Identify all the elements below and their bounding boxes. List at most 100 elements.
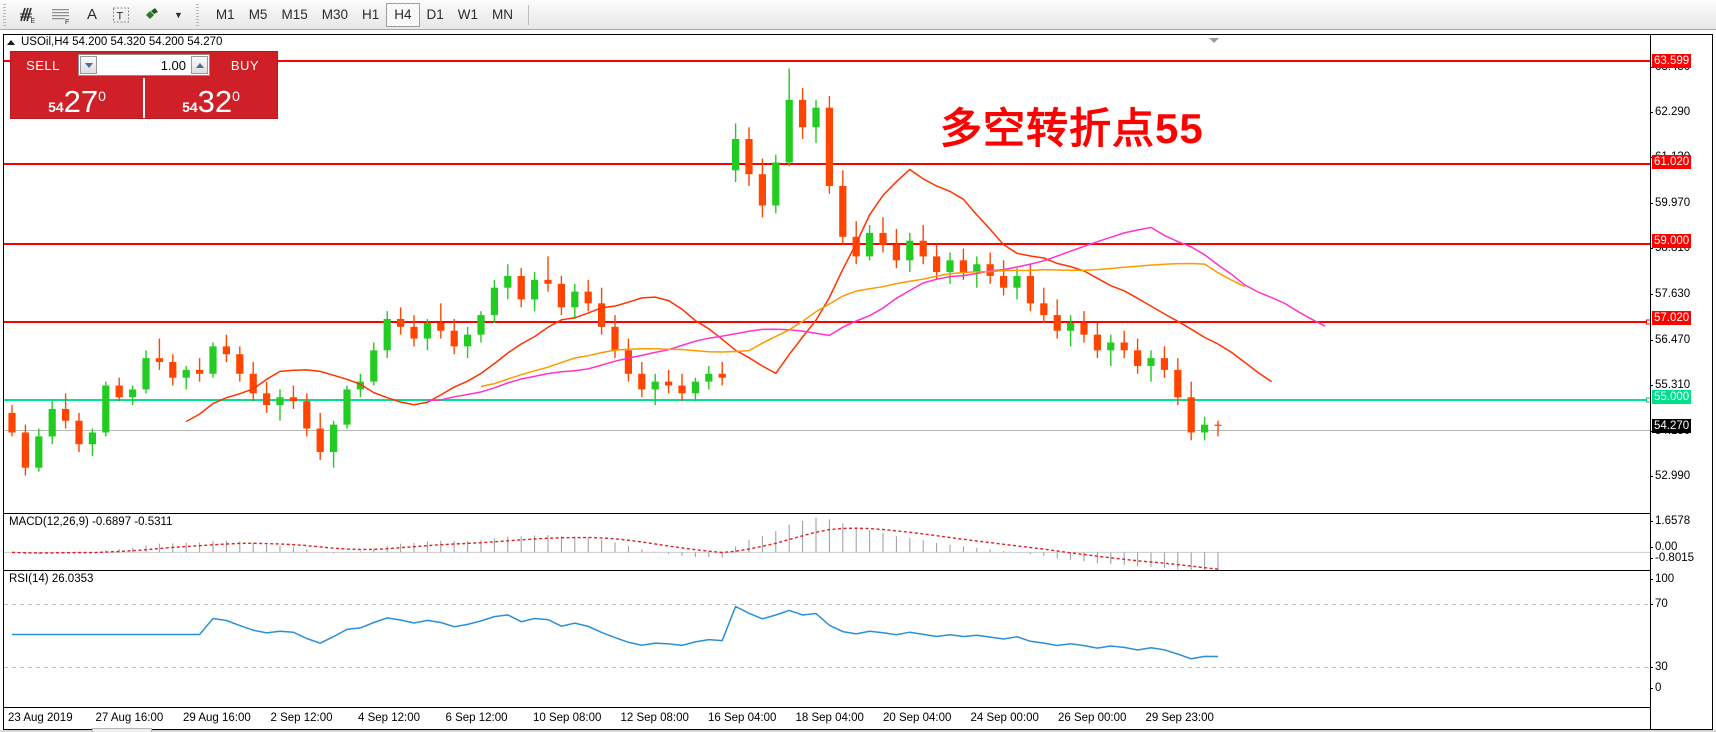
collapse-triangle-icon[interactable] bbox=[7, 39, 15, 45]
time-tick-8: 16 Sep 04:00 bbox=[708, 712, 777, 724]
svg-text:E: E bbox=[31, 18, 36, 25]
trade-panel-top-row: SELL 1.00 BUY bbox=[11, 52, 277, 78]
sell-button[interactable]: SELL bbox=[26, 57, 60, 73]
grid-icon[interactable]: F bbox=[45, 2, 77, 28]
price-badge-54-270[interactable]: 54.270 bbox=[1652, 418, 1692, 433]
rsi-scale-tick-70: 70 bbox=[1650, 598, 1668, 610]
buy-price-main: 32 bbox=[197, 84, 233, 119]
rsi-series bbox=[12, 605, 1219, 660]
timeframe-mn[interactable]: MN bbox=[492, 7, 514, 22]
buy-price-sup: 0 bbox=[232, 88, 240, 104]
chevron-down-icon bbox=[84, 62, 93, 68]
timeframe-h4[interactable]: H4 bbox=[386, 2, 420, 27]
buy-button[interactable]: BUY bbox=[230, 57, 260, 73]
shapes-dropdown-arrow-icon[interactable]: ▼ bbox=[174, 9, 183, 20]
rsi-line bbox=[12, 605, 1219, 660]
price-badge-61-020[interactable]: 61.020 bbox=[1652, 154, 1692, 169]
price-tick-56-470: 56.470 bbox=[1650, 334, 1690, 346]
price-tick-57-630: 57.630 bbox=[1650, 288, 1690, 300]
indicators-icon[interactable]: E bbox=[13, 2, 43, 28]
toolbar-grip-2[interactable] bbox=[194, 3, 202, 26]
chart-window[interactable]: USOil,H4 54.200 54.320 54.200 54.270 63.… bbox=[3, 34, 1713, 730]
buy-price[interactable]: 54 32 0 bbox=[143, 78, 277, 118]
main-toolbar: E F A T bbox=[0, 0, 1716, 30]
time-tick-5: 6 Sep 12:00 bbox=[445, 712, 508, 724]
timeframe-m1[interactable]: M1 bbox=[215, 7, 235, 22]
macd-scale-tick-000: 0.00 bbox=[1650, 541, 1677, 553]
status-strip bbox=[0, 730, 1716, 732]
price-plot-area[interactable]: 多空转折点55 bbox=[4, 49, 1650, 729]
trade-panel-prices-row: 54 27 0 54 32 0 bbox=[11, 78, 277, 118]
price-badge-55-000[interactable]: 55.000 bbox=[1652, 390, 1692, 405]
price-badge-63-599[interactable]: 63.599 bbox=[1652, 53, 1692, 68]
macd-panel[interactable]: MACD(12,26,9) -0.6897 -0.5311 bbox=[4, 513, 1650, 571]
timeframe-h1[interactable]: H1 bbox=[361, 7, 380, 22]
ma-red-line bbox=[185, 168, 1273, 423]
rsi-scale-tick-0: 0 bbox=[1650, 682, 1661, 694]
chart-title-bar: USOil,H4 54.200 54.320 54.200 54.270 bbox=[4, 35, 1712, 49]
current-price-line bbox=[4, 430, 1650, 431]
chevron-up-icon bbox=[195, 62, 204, 68]
time-axis[interactable]: 23 Aug 2019 27 Aug 16:00 29 Aug 16:00 2 Sep… bbox=[4, 707, 1650, 729]
toolbar-separator bbox=[528, 4, 530, 25]
rsi-oversold-line bbox=[4, 667, 1650, 668]
level-handle-55000[interactable] bbox=[1646, 397, 1650, 403]
time-tick-10: 20 Sep 04:00 bbox=[883, 712, 952, 724]
price-tick-59-970: 59.970 bbox=[1650, 197, 1690, 209]
toolbar-grip-1[interactable] bbox=[2, 3, 9, 26]
volume-increase-button[interactable] bbox=[191, 56, 208, 74]
timeframe-w1[interactable]: W1 bbox=[457, 7, 479, 22]
ma-orange-line bbox=[480, 262, 1246, 388]
sell-price-sup: 0 bbox=[98, 88, 106, 104]
rsi-panel[interactable]: RSI(14) 26.0353 bbox=[4, 570, 1650, 695]
label-tool-icon[interactable]: T bbox=[107, 2, 135, 28]
rsi-scale: 100 70 30 0 bbox=[1650, 570, 1712, 695]
time-tick-13: 29 Sep 23:00 bbox=[1145, 712, 1214, 724]
chart-annotation-text[interactable]: 多空转折点55 bbox=[940, 105, 1204, 152]
price-badge-59-000[interactable]: 59.000 bbox=[1652, 233, 1692, 248]
sell-price-prefix: 54 bbox=[48, 99, 64, 115]
level-line-63599[interactable] bbox=[4, 60, 1650, 62]
price-badge-57-020[interactable]: 57.020 bbox=[1652, 311, 1692, 326]
level-line-57020[interactable] bbox=[4, 319, 1650, 325]
shapes-tool-icon[interactable] bbox=[137, 2, 169, 28]
timeframe-m5[interactable]: M5 bbox=[248, 7, 268, 22]
time-tick-1: 27 Aug 16:00 bbox=[95, 712, 164, 724]
volume-spinner[interactable]: 1.00 bbox=[78, 54, 210, 76]
macd-scale-tick-08015: -0.8015 bbox=[1650, 552, 1694, 564]
one-click-trading-panel[interactable]: SELL 1.00 BUY 54 27 0 bbox=[10, 51, 278, 119]
time-tick-9: 18 Sep 04:00 bbox=[795, 712, 864, 724]
chart-tab[interactable] bbox=[92, 728, 152, 732]
text-tool-icon[interactable]: A bbox=[86, 6, 97, 23]
macd-scale: 1.6578 0.00 -0.8015 bbox=[1650, 513, 1712, 570]
time-tick-7: 12 Sep 08:00 bbox=[620, 712, 689, 724]
macd-label: MACD(12,26,9) -0.6897 -0.5311 bbox=[9, 516, 173, 528]
svg-text:F: F bbox=[65, 19, 69, 25]
rsi-label: RSI(14) 26.0353 bbox=[9, 573, 94, 585]
time-tick-0: 23 Aug 2019 bbox=[8, 712, 73, 724]
price-tick-52-990: 52.990 bbox=[1650, 470, 1690, 482]
time-tick-2: 29 Aug 16:00 bbox=[183, 712, 251, 724]
time-tick-3: 2 Sep 12:00 bbox=[270, 712, 333, 724]
level-line-55000[interactable] bbox=[4, 397, 1650, 403]
macd-scale-tick-16578: 1.6578 bbox=[1650, 515, 1690, 527]
sell-price[interactable]: 54 27 0 bbox=[11, 78, 143, 118]
price-scale[interactable]: 63.45062.29061.13059.97058.81057.63056.4… bbox=[1650, 35, 1712, 729]
rsi-overbought-line bbox=[4, 604, 1650, 605]
timeframe-m30[interactable]: M30 bbox=[321, 7, 348, 22]
chart-title-text: USOil,H4 54.200 54.320 54.200 54.270 bbox=[21, 36, 223, 48]
time-tick-6: 10 Sep 08:00 bbox=[533, 712, 602, 724]
volume-decrease-button[interactable] bbox=[80, 56, 97, 74]
volume-value[interactable]: 1.00 bbox=[160, 57, 186, 73]
timeframe-group: M1 M5 M15 M30 H1 H4 D1 W1 MN bbox=[209, 2, 520, 27]
time-tick-12: 26 Sep 00:00 bbox=[1058, 712, 1127, 724]
price-tick-62-290: 62.290 bbox=[1650, 106, 1690, 118]
level-handle-57020[interactable] bbox=[1646, 319, 1650, 325]
chart-dropdown-arrow-icon[interactable] bbox=[1209, 38, 1219, 43]
timeframe-m15[interactable]: M15 bbox=[281, 7, 308, 22]
time-tick-4: 4 Sep 12:00 bbox=[358, 712, 421, 724]
timeframe-d1[interactable]: D1 bbox=[426, 7, 444, 22]
level-line-59000[interactable] bbox=[4, 243, 1650, 245]
sell-price-main: 27 bbox=[63, 84, 99, 119]
